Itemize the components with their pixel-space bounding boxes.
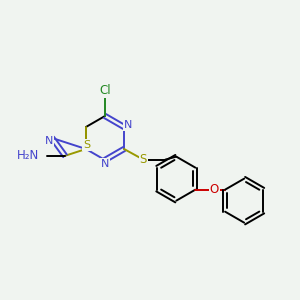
Text: S: S — [140, 153, 147, 166]
Text: Cl: Cl — [99, 85, 111, 98]
Text: N: N — [124, 120, 132, 130]
Text: H₂N: H₂N — [17, 149, 39, 162]
Text: S: S — [83, 140, 91, 150]
Text: N: N — [101, 159, 109, 169]
Text: N: N — [45, 136, 53, 146]
Text: O: O — [209, 183, 219, 196]
